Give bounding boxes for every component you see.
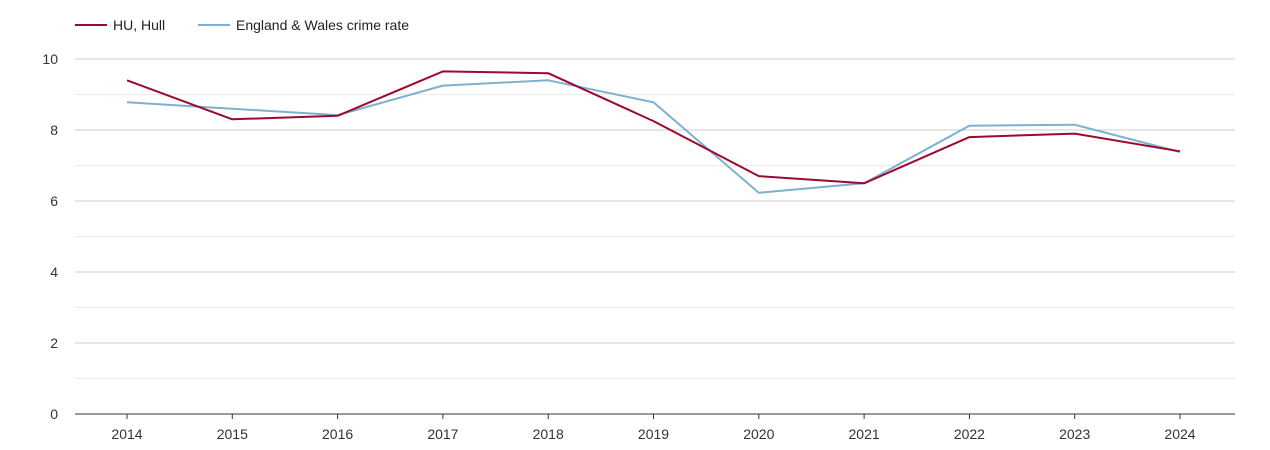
y-tick-label: 2 bbox=[50, 335, 58, 351]
x-tick-label: 2023 bbox=[1059, 426, 1090, 442]
grid bbox=[75, 58, 1235, 379]
y-tick-label: 6 bbox=[50, 193, 58, 209]
y-tick-labels: 0 2 4 6 8 10 bbox=[42, 51, 58, 422]
x-tick-label: 2014 bbox=[111, 426, 142, 442]
x-tick-label: 2019 bbox=[638, 426, 669, 442]
y-tick-label: 10 bbox=[42, 51, 58, 67]
x-tick-labels: 2014 2015 2016 2017 2018 2019 2020 2021 2022 2023… bbox=[111, 426, 1195, 442]
x-tick-label: 2022 bbox=[954, 426, 985, 442]
x-tick-label: 2021 bbox=[849, 426, 880, 442]
x-tick-label: 2016 bbox=[322, 426, 353, 442]
legend-label-hull[interactable]: HU, Hull bbox=[113, 17, 165, 33]
legend-label-england-wales[interactable]: England & Wales crime rate bbox=[236, 17, 409, 33]
y-tick-label: 0 bbox=[50, 406, 58, 422]
x-tick-label: 2018 bbox=[533, 426, 564, 442]
series-line-hull[interactable] bbox=[126, 70, 1181, 185]
x-tick-label: 2020 bbox=[743, 426, 774, 442]
x-tick-label: 2017 bbox=[427, 426, 458, 442]
y-tick-label: 4 bbox=[50, 264, 58, 280]
series bbox=[126, 70, 1181, 194]
series-line-england-wales[interactable] bbox=[126, 79, 1181, 194]
x-tick-label: 2015 bbox=[217, 426, 248, 442]
x-tick-label: 2024 bbox=[1164, 426, 1195, 442]
axes bbox=[75, 413, 1235, 419]
legend[interactable]: HU, Hull England & Wales crime rate bbox=[75, 17, 409, 33]
y-tick-label: 8 bbox=[50, 122, 58, 138]
